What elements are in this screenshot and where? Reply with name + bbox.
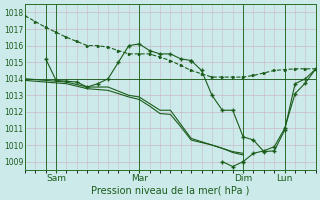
X-axis label: Pression niveau de la mer( hPa ): Pression niveau de la mer( hPa ) xyxy=(91,186,250,196)
